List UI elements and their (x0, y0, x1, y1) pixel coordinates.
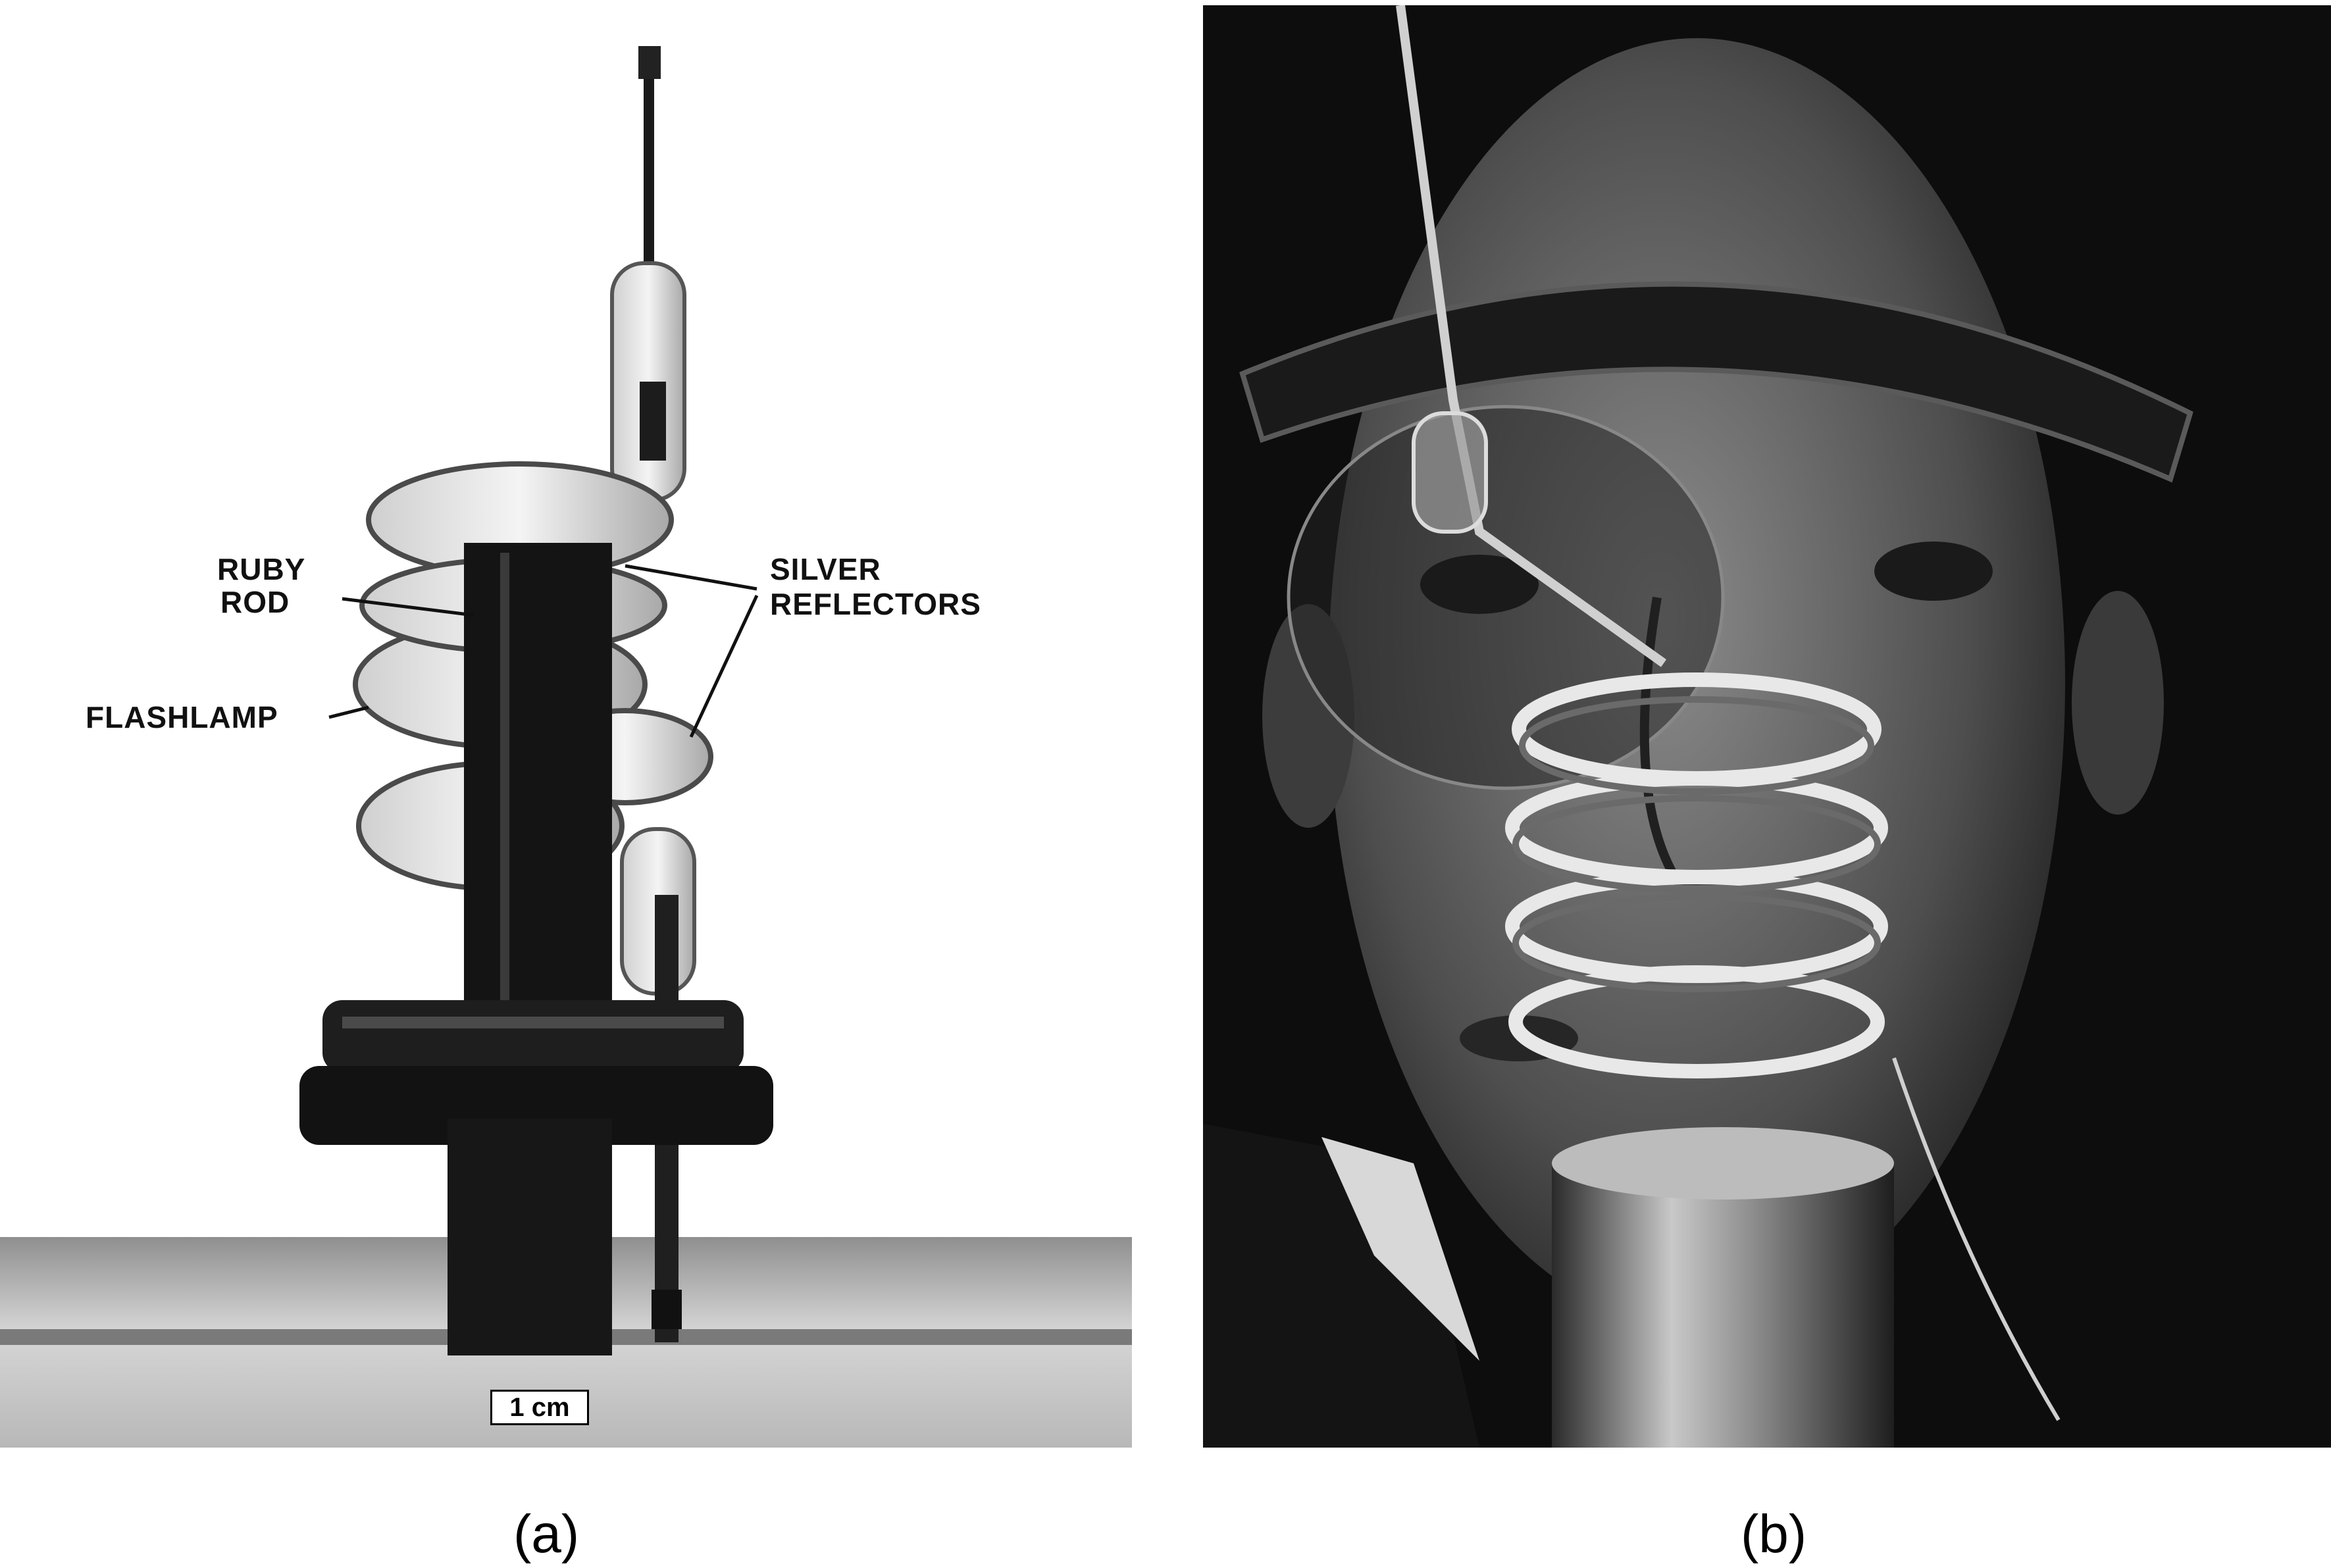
shirt-collar (1321, 1137, 1479, 1361)
photo-panel-a: RUBY ROD SILVER REFLECTORS FLASHLAMP 1 c… (0, 0, 1132, 1448)
goggles-frame (1239, 281, 2193, 483)
scale-bar-label: 1 cm (490, 1390, 589, 1425)
ruby-rod-label-line1: RUBY (217, 552, 306, 586)
top-cap (638, 46, 661, 79)
metal-base-cylinder (1552, 1163, 1894, 1448)
ruby-rod-label-line2: ROD (220, 585, 290, 619)
base-flange-highlight (342, 1017, 724, 1028)
silver-reflectors-label-line1: SILVER (770, 552, 881, 586)
ruby-laser-photo (0, 46, 1132, 1448)
lamp-lead-wire (1396, 5, 1667, 667)
top-stem (644, 66, 654, 316)
base-flange-top (322, 1000, 744, 1073)
lower-cap (652, 1290, 682, 1329)
upper-electrode (640, 382, 666, 461)
right-eye (1874, 542, 1993, 601)
right-ear (2072, 591, 2164, 815)
flashlamp-label: FLASHLAMP (86, 700, 278, 734)
helical-lamp-coils (1505, 672, 1888, 1078)
portrait-with-flashlamp-photo (1203, 5, 2331, 1448)
label-leader-lines (328, 564, 759, 738)
silver-reflectors-label-line2: REFLECTORS (770, 587, 981, 621)
metal-base-top (1552, 1127, 1894, 1200)
left-eye (1420, 555, 1539, 614)
photo-panel-b (1203, 5, 2331, 1448)
helical-lamp-coil-shadows (1512, 696, 1881, 992)
lamp-top-bulb (1412, 411, 1488, 534)
side-lead-wire (1892, 1057, 2061, 1421)
base-flange (299, 1066, 773, 1145)
support-post (448, 1119, 612, 1355)
caption-b: (b) (1741, 1504, 1807, 1564)
caption-a: (a) (513, 1504, 580, 1564)
